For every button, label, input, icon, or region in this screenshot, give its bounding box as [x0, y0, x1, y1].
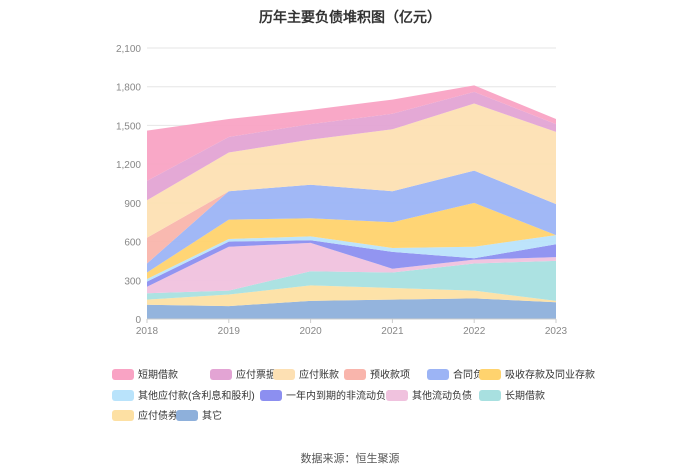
x-tick-label: 2022	[463, 326, 486, 337]
area-应付债券	[147, 285, 556, 307]
area-应付账款	[147, 103, 556, 238]
legend-swatch	[273, 368, 295, 380]
legend-item[interactable]: 长期借款	[479, 389, 545, 404]
legend-item[interactable]: 应付债券	[112, 409, 178, 424]
legend-item[interactable]: 其他流动负债	[386, 389, 472, 404]
x-tick-label: 2023	[545, 326, 568, 337]
legend-item[interactable]: 应付票据	[210, 368, 276, 383]
legend-label: 其他流动负债	[412, 391, 472, 402]
legend-swatch	[479, 389, 501, 401]
legend-item[interactable]: 应付账款	[273, 368, 339, 383]
legend-label: 应付票据	[236, 370, 276, 381]
x-tick-label: 2019	[218, 326, 241, 337]
area-应付票据	[147, 91, 556, 201]
y-tick-label: 300	[124, 276, 141, 287]
legend-item[interactable]: 短期借款	[112, 368, 178, 383]
legend-label: 吸收存款及同业存款	[505, 370, 595, 381]
legend-label: 其它	[202, 411, 222, 422]
legend-swatch	[260, 389, 282, 401]
area-长期借款	[147, 260, 556, 301]
y-tick-label: 1,500	[116, 121, 141, 132]
area-其它	[147, 298, 556, 319]
legend-item[interactable]: 其它	[176, 409, 222, 424]
legend-swatch	[479, 368, 501, 380]
area-短期借款	[147, 85, 556, 181]
legend-label: 其他应付款(含利息和股利)	[138, 391, 255, 402]
area-吸收存款及同业存款	[147, 202, 556, 279]
area-合同负债	[147, 170, 556, 273]
legend-item[interactable]: 预收款项	[344, 368, 410, 383]
area-series-layer	[147, 85, 556, 319]
legend-swatch	[112, 409, 134, 421]
legend-label: 预收款项	[370, 370, 410, 381]
legend-swatch	[176, 409, 198, 421]
area-其他流动负债	[147, 242, 556, 294]
y-tick-label: 1,800	[116, 83, 141, 94]
legend-item[interactable]: 其他应付款(含利息和股利)	[112, 389, 255, 404]
y-tick-label: 0	[135, 315, 141, 326]
legend-label: 合同负债	[453, 370, 493, 381]
area-一年内到期的非流动负债	[147, 240, 556, 287]
legend-swatch	[112, 389, 134, 401]
axes: 0 300 600 900 1,200 1,500 1,800 2,100 2018 2019 20…	[116, 44, 568, 337]
legend-swatch	[344, 368, 366, 380]
legend-swatch	[210, 368, 232, 380]
legend-item[interactable]: 合同负债	[427, 368, 493, 383]
legend-label: 长期借款	[505, 391, 545, 402]
legend-item[interactable]: 一年内到期的非流动负债	[260, 389, 396, 404]
legend-item[interactable]: 吸收存款及同业存款	[479, 368, 595, 383]
x-tick-label: 2020	[299, 326, 322, 337]
x-tick-label: 2021	[381, 326, 404, 337]
legend-swatch	[427, 368, 449, 380]
legend-label: 应付债券	[138, 411, 178, 422]
legend-label: 短期借款	[138, 370, 178, 381]
y-tick-label: 1,200	[116, 160, 141, 171]
chart-title: 历年主要负债堆积图（亿元）	[259, 9, 441, 25]
legend-label: 应付账款	[299, 370, 339, 381]
area-其他应付款(含利息和股利)	[147, 235, 556, 282]
y-tick-label: 900	[124, 199, 141, 210]
legend-swatch	[112, 368, 134, 380]
legend-label: 一年内到期的非流动负债	[286, 391, 396, 402]
x-tick-label: 2018	[136, 326, 159, 337]
y-tick-label: 600	[124, 238, 141, 249]
legend-swatch	[386, 389, 408, 401]
y-tick-label: 2,100	[116, 44, 141, 55]
data-source: 数据来源：恒生聚源	[300, 453, 400, 465]
